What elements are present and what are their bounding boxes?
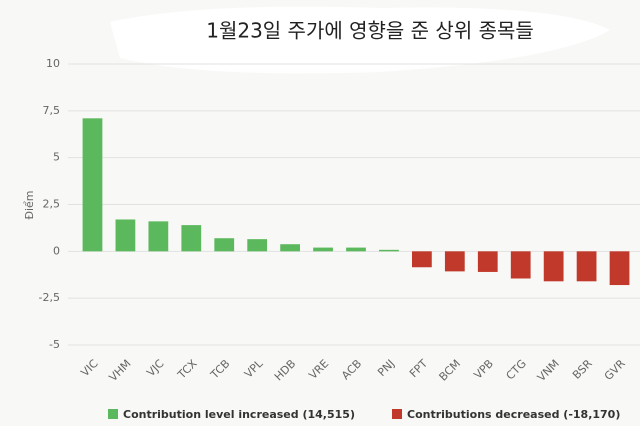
x-tick-label: HDB bbox=[272, 357, 298, 383]
x-tick-label: VPL bbox=[242, 356, 266, 380]
y-tick-label: 0 bbox=[53, 244, 60, 257]
x-tick-label: VPB bbox=[471, 357, 496, 382]
x-tick-label: TCB bbox=[208, 357, 233, 382]
bar bbox=[82, 118, 103, 252]
bar bbox=[412, 251, 432, 268]
bar bbox=[379, 249, 399, 252]
x-tick-label: VJC bbox=[144, 357, 166, 379]
x-tick-label: FPT bbox=[407, 357, 430, 380]
x-tick-label: VNM bbox=[535, 357, 562, 384]
y-tick-label: -2,5 bbox=[39, 291, 60, 304]
y-tick-label: 7,5 bbox=[43, 104, 61, 117]
x-tick-label: CTG bbox=[504, 357, 529, 382]
bar bbox=[346, 247, 366, 252]
bar bbox=[444, 251, 465, 272]
bar bbox=[247, 239, 268, 252]
bar bbox=[543, 251, 564, 282]
x-tick-label: BSR bbox=[570, 357, 595, 382]
title-backdrop bbox=[110, 6, 610, 74]
legend-swatch bbox=[108, 409, 118, 419]
y-axis-label: Điểm bbox=[23, 190, 36, 219]
x-tick-label: VRE bbox=[306, 357, 331, 382]
x-tick-label: PNJ bbox=[375, 357, 397, 379]
bar bbox=[477, 251, 498, 272]
y-tick-label: 2,5 bbox=[43, 198, 61, 211]
bar bbox=[148, 221, 169, 252]
x-tick-label: BCM bbox=[437, 357, 464, 384]
bar bbox=[576, 251, 597, 282]
bar bbox=[280, 244, 300, 252]
chart-title: 1월23일 주가에 영향을 준 상위 종목들 bbox=[206, 19, 534, 43]
bar bbox=[510, 251, 531, 279]
x-tick-label: VIC bbox=[78, 357, 100, 379]
legend-label: Contribution level increased (14,515) bbox=[123, 408, 355, 421]
x-tick-label: GVR bbox=[602, 357, 628, 383]
bar bbox=[313, 247, 333, 252]
x-tick-label: TCX bbox=[175, 357, 200, 382]
x-tick-label: VHM bbox=[107, 357, 134, 384]
bar bbox=[115, 219, 136, 252]
x-tick-label: ACB bbox=[339, 357, 364, 382]
legend-label: Contributions decreased (-18,170) bbox=[407, 408, 620, 421]
y-tick-label: 5 bbox=[53, 151, 60, 164]
bar bbox=[214, 238, 235, 252]
bar bbox=[609, 251, 630, 286]
bar bbox=[181, 225, 202, 252]
y-tick-label: -5 bbox=[49, 338, 60, 351]
y-tick-label: 10 bbox=[46, 57, 60, 70]
legend-swatch bbox=[392, 409, 402, 419]
